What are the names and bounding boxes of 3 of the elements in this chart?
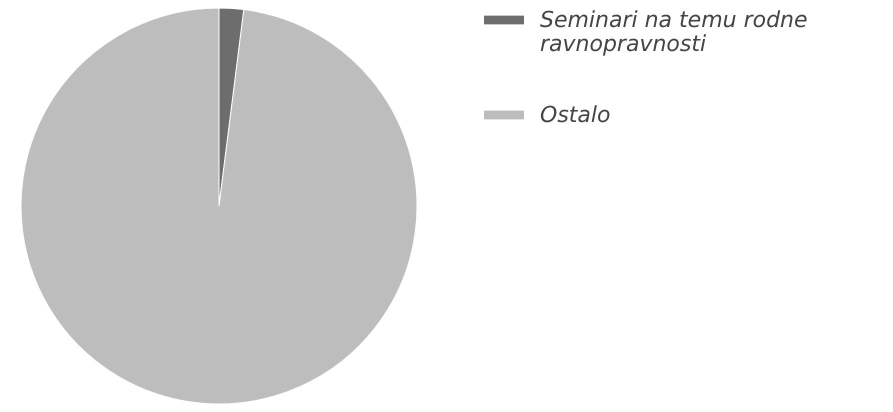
pie-slice	[20, 8, 418, 404]
legend-label: Seminari na temu rodne ravnopravnosti	[540, 8, 808, 57]
legend-label: Ostalo	[540, 103, 610, 128]
